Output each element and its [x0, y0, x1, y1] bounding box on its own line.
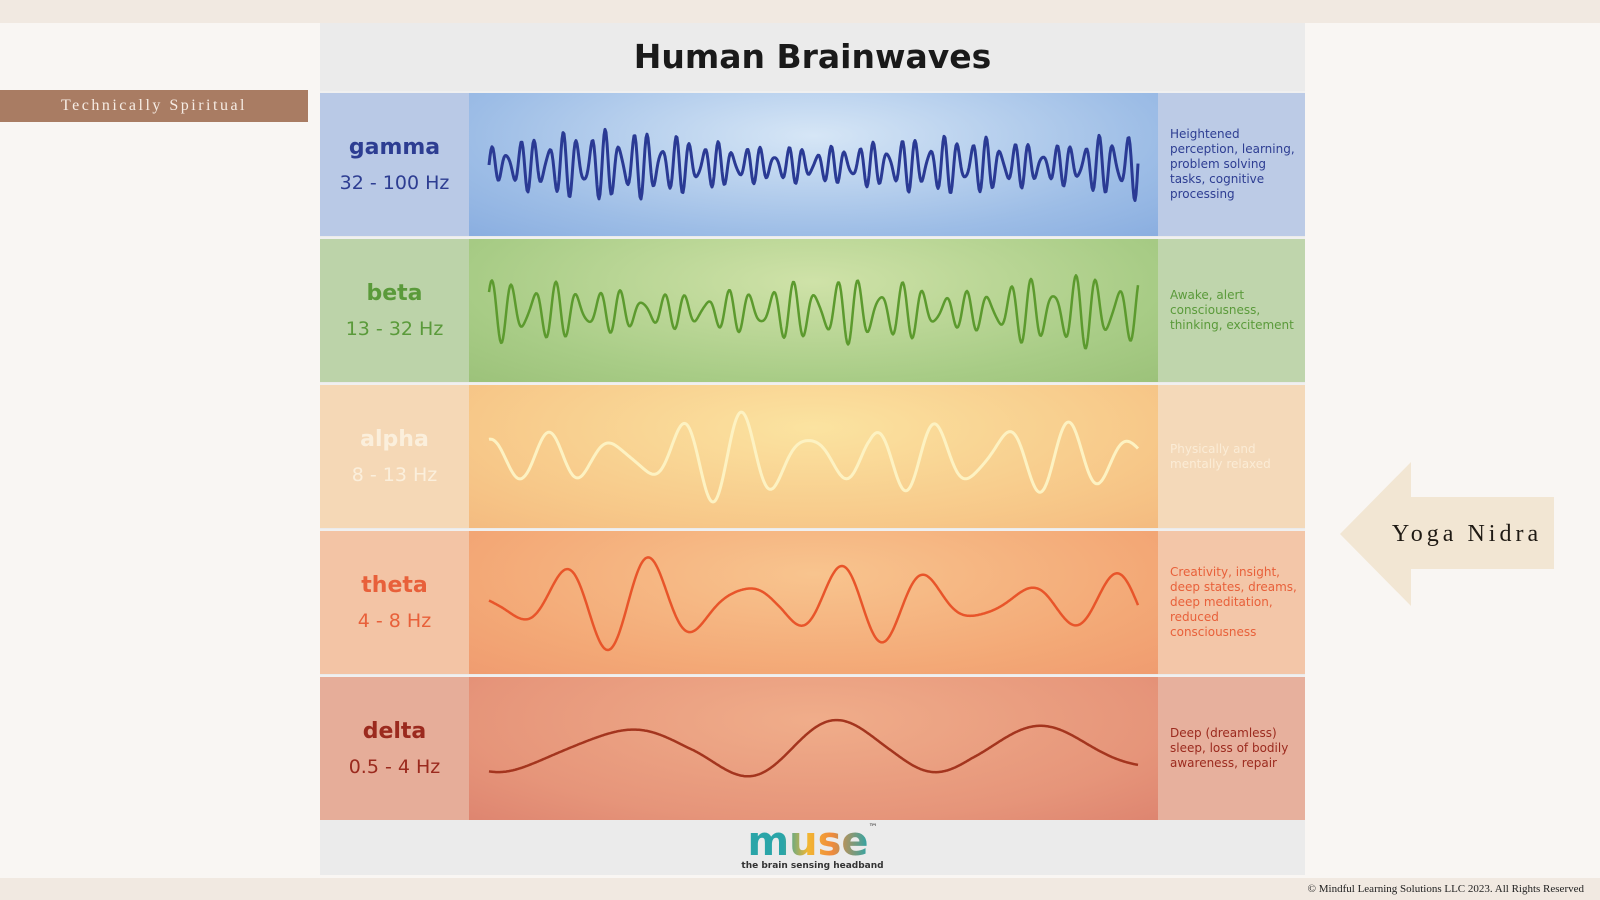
wave-area	[469, 239, 1158, 382]
band-description: Creativity, insight, deep states, dreams…	[1170, 565, 1297, 639]
wave	[488, 718, 1139, 778]
wave-line	[487, 274, 1140, 350]
copyright: © Mindful Learning Solutions LLC 2023. A…	[1307, 883, 1584, 895]
band-row: gamma 32 - 100 Hz Heightened perception, l…	[320, 91, 1305, 236]
band-name: gamma	[348, 135, 441, 160]
band-name: theta	[361, 573, 428, 598]
wave-line	[488, 410, 1140, 504]
band-description: Deep (dreamless) sleep, loss of bodily a…	[1170, 726, 1289, 770]
wave-line	[488, 718, 1139, 778]
band-description-cell: Awake, alert consciousness, thinking, ex…	[1158, 239, 1305, 382]
callout-arrow: Yoga Nidra	[1340, 462, 1554, 606]
band-range: 8 - 13 Hz	[351, 464, 438, 486]
top-band	[0, 0, 1600, 23]
band-label: beta 13 - 32 Hz	[320, 239, 469, 382]
band-label: theta 4 - 8 Hz	[320, 531, 469, 674]
wave-area	[469, 385, 1158, 528]
wave	[488, 556, 1140, 652]
band-description: Heightened perception, learning, problem…	[1170, 127, 1295, 201]
band-description-cell: Deep (dreamless) sleep, loss of bodily a…	[1158, 677, 1305, 820]
band-range: 32 - 100 Hz	[339, 172, 450, 194]
band-name: beta	[366, 281, 423, 306]
band-range: 4 - 8 Hz	[357, 610, 432, 632]
wave	[487, 127, 1140, 202]
diagram: Human Brainwaves gamma 32 - 100 Hz Heighte…	[320, 23, 1305, 875]
band-label: delta 0.5 - 4 Hz	[320, 677, 469, 820]
band-row: theta 4 - 8 Hz Creativity, insight, deep s…	[320, 529, 1305, 674]
bottom-band	[0, 878, 1600, 900]
band-description-cell: Heightened perception, learning, problem…	[1158, 93, 1305, 236]
band-label: gamma 32 - 100 Hz	[320, 93, 469, 236]
band-range: 13 - 32 Hz	[345, 318, 444, 340]
band-description: Physically and mentally relaxed	[1170, 441, 1271, 471]
section-tag: Technically Spiritual	[0, 90, 308, 122]
wave-area	[469, 531, 1158, 674]
band-description-cell: Creativity, insight, deep states, dreams…	[1158, 531, 1305, 674]
logo-wordmark: muse	[747, 819, 869, 865]
logo: muse™ the brain sensing headband	[320, 822, 1305, 871]
band-row: alpha 8 - 13 Hz Physically and mentally re…	[320, 383, 1305, 528]
logo-tagline: the brain sensing headband	[741, 861, 884, 871]
wave-area	[469, 93, 1158, 236]
band-row: beta 13 - 32 Hz Awake, alert consciousness…	[320, 237, 1305, 382]
band-name: alpha	[360, 427, 429, 452]
wave-line	[487, 127, 1140, 202]
arrow-shape	[1340, 462, 1554, 606]
wave-area	[469, 677, 1158, 820]
wave-line	[488, 556, 1140, 652]
wave	[488, 410, 1140, 504]
band-label: alpha 8 - 13 Hz	[320, 385, 469, 528]
band-range: 0.5 - 4 Hz	[348, 756, 441, 778]
band-description-cell: Physically and mentally relaxed	[1158, 385, 1305, 528]
band-name: delta	[362, 719, 427, 744]
logo-trademark: ™	[868, 823, 878, 833]
callout-label: Yoga Nidra	[1391, 521, 1543, 547]
wave	[487, 274, 1140, 350]
diagram-title: Human Brainwaves	[633, 37, 992, 76]
band-description: Awake, alert consciousness, thinking, ex…	[1170, 288, 1294, 332]
band-row: delta 0.5 - 4 Hz Deep (dreamless) sleep, l…	[320, 675, 1305, 820]
